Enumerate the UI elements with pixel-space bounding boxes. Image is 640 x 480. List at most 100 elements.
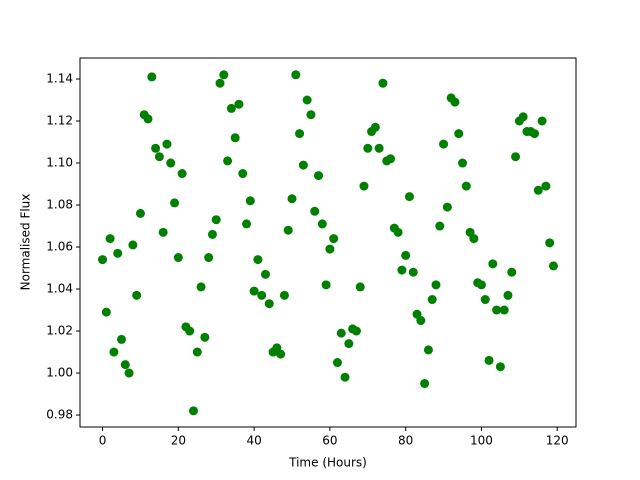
point xyxy=(120,360,130,370)
point xyxy=(162,139,172,149)
point xyxy=(298,160,308,170)
point xyxy=(302,95,312,105)
point xyxy=(404,192,414,202)
point xyxy=(185,326,195,336)
point xyxy=(101,307,111,317)
point xyxy=(545,238,555,248)
point xyxy=(242,219,252,229)
point xyxy=(245,196,255,206)
x-tick-label: 0 xyxy=(99,434,107,448)
point xyxy=(488,259,498,269)
x-tick-label: 60 xyxy=(322,434,337,448)
y-tick-label: 1.02 xyxy=(46,324,73,338)
point xyxy=(476,280,486,290)
y-tick-label: 1.12 xyxy=(46,114,73,128)
point xyxy=(435,221,445,231)
point xyxy=(113,248,123,258)
point xyxy=(128,240,138,250)
point xyxy=(420,379,430,389)
point xyxy=(484,355,494,365)
point xyxy=(363,143,373,153)
point xyxy=(154,152,164,162)
point xyxy=(378,78,388,88)
point xyxy=(230,133,240,143)
point xyxy=(397,265,407,275)
y-tick-label: 1.00 xyxy=(46,366,73,380)
point xyxy=(537,116,547,126)
point xyxy=(177,169,187,179)
point xyxy=(143,114,153,124)
point xyxy=(257,290,267,300)
y-tick-label: 1.08 xyxy=(46,198,73,212)
point xyxy=(116,334,126,344)
point xyxy=(196,282,206,292)
point xyxy=(188,406,198,416)
point xyxy=(450,97,460,107)
point xyxy=(207,229,217,239)
y-tick-label: 1.10 xyxy=(46,156,73,170)
x-tick-label: 20 xyxy=(171,434,186,448)
point xyxy=(344,339,354,349)
point xyxy=(374,143,384,153)
point xyxy=(306,110,316,120)
point xyxy=(279,290,289,300)
point xyxy=(416,316,426,326)
point xyxy=(359,181,369,191)
y-tick-label: 1.06 xyxy=(46,240,73,254)
point xyxy=(386,154,396,164)
point xyxy=(336,328,346,338)
point xyxy=(204,253,214,263)
x-tick-label: 40 xyxy=(246,434,261,448)
point xyxy=(310,206,320,216)
point xyxy=(492,305,502,315)
point xyxy=(393,227,403,237)
point xyxy=(469,234,479,244)
point xyxy=(370,122,380,132)
point xyxy=(287,194,297,204)
point xyxy=(541,181,551,191)
point xyxy=(132,290,142,300)
point xyxy=(511,152,521,162)
point xyxy=(351,326,361,336)
point xyxy=(325,244,335,254)
point xyxy=(518,112,528,122)
point xyxy=(264,299,274,309)
point xyxy=(249,286,259,296)
point xyxy=(219,70,229,80)
point xyxy=(431,280,441,290)
point xyxy=(503,290,513,300)
point xyxy=(109,347,119,357)
point xyxy=(234,99,244,109)
x-tick-label: 100 xyxy=(470,434,493,448)
point xyxy=(276,349,286,359)
point xyxy=(423,345,433,355)
point xyxy=(166,158,176,168)
point xyxy=(158,227,168,237)
point xyxy=(408,267,418,277)
y-tick-label: 1.04 xyxy=(46,282,73,296)
plot-frame xyxy=(79,57,577,428)
point xyxy=(147,72,157,82)
point xyxy=(427,295,437,305)
point xyxy=(226,103,236,113)
point xyxy=(192,347,202,357)
x-tick-label: 80 xyxy=(398,434,413,448)
point xyxy=(173,253,183,263)
point xyxy=(105,234,115,244)
point xyxy=(458,158,468,168)
point xyxy=(260,269,270,279)
point xyxy=(442,202,452,212)
point xyxy=(329,234,339,244)
point xyxy=(98,255,108,265)
point xyxy=(461,181,471,191)
x-axis-label: Time (Hours) xyxy=(288,456,367,470)
point xyxy=(291,70,301,80)
point xyxy=(530,129,540,139)
point xyxy=(548,261,558,271)
point xyxy=(340,372,350,382)
point xyxy=(332,358,342,368)
point xyxy=(321,280,331,290)
point xyxy=(495,362,505,372)
point xyxy=(238,169,248,179)
